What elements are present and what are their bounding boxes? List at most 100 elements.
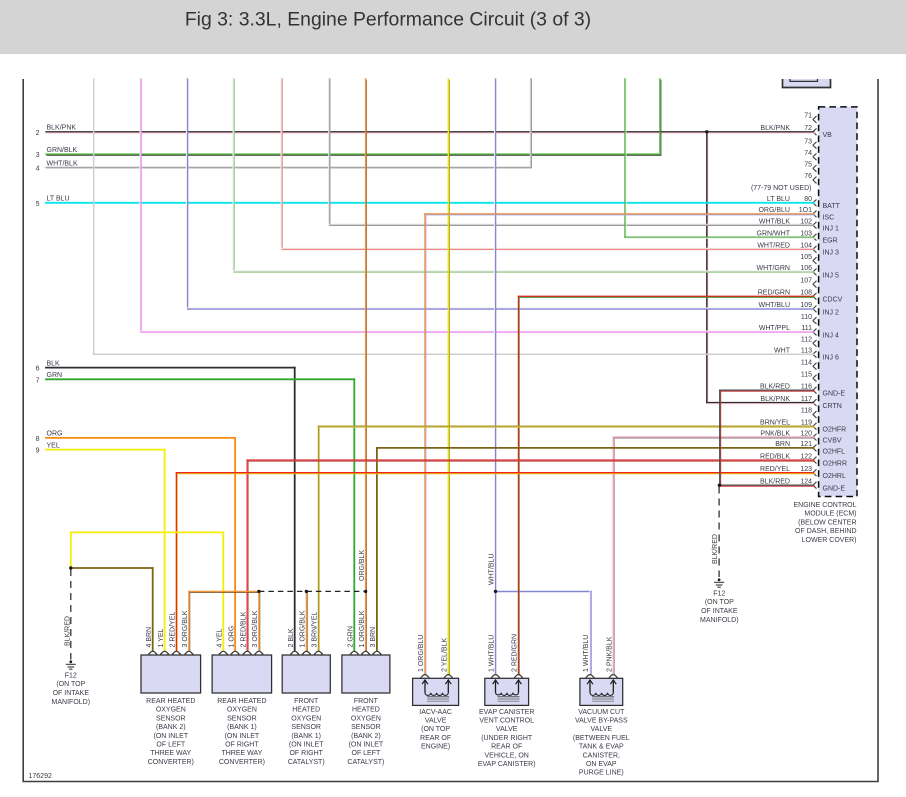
svg-text:VEHICLE, ON: VEHICLE, ON [485, 752, 529, 759]
svg-text:TANK & EVAP: TANK & EVAP [579, 744, 624, 751]
svg-text:121: 121 [800, 441, 812, 448]
svg-text:123: 123 [800, 466, 812, 473]
svg-text:115: 115 [801, 371, 812, 378]
svg-text:72: 72 [804, 125, 812, 132]
svg-text:BLK/RED: BLK/RED [64, 616, 71, 646]
svg-text:PURGE LINE): PURGE LINE) [579, 770, 624, 777]
svg-text:WHT/GRN: WHT/GRN [757, 265, 790, 272]
svg-text:SENSOR: SENSOR [351, 724, 381, 731]
svg-text:(BANK 1): (BANK 1) [291, 733, 321, 740]
svg-text:3 BRN: 3 BRN [370, 627, 377, 648]
svg-text:(ON INLET: (ON INLET [349, 742, 384, 749]
svg-text:WHT/BLU: WHT/BLU [489, 554, 496, 586]
svg-text:3 ORG/BLK: 3 ORG/BLK [182, 610, 189, 647]
svg-text:BLK: BLK [47, 360, 61, 367]
svg-text:ORG: ORG [47, 431, 63, 438]
svg-text:BRN/YEL: BRN/YEL [760, 419, 790, 426]
svg-text:BRN: BRN [775, 441, 790, 448]
svg-text:BLK/RED: BLK/RED [760, 383, 790, 390]
svg-text:CATALYST): CATALYST) [347, 759, 384, 766]
svg-text:OXYGEN: OXYGEN [291, 715, 321, 722]
svg-text:F12: F12 [65, 672, 77, 679]
svg-text:(BANK 2): (BANK 2) [351, 733, 381, 740]
svg-text:FRONT: FRONT [294, 698, 319, 705]
svg-text:3 ORG/BLK: 3 ORG/BLK [252, 610, 259, 647]
svg-text:INJ 5: INJ 5 [823, 272, 839, 279]
svg-text:122: 122 [800, 453, 812, 460]
svg-text:ENGINE): ENGINE) [421, 744, 450, 751]
svg-text:MANIFOLD): MANIFOLD) [700, 617, 739, 624]
svg-text:GRN: GRN [47, 372, 63, 379]
svg-text:O2HFR: O2HFR [823, 427, 847, 434]
svg-text:117: 117 [801, 396, 812, 403]
svg-text:CONVERTER): CONVERTER) [219, 759, 265, 766]
svg-text:O2HRR: O2HRR [823, 461, 848, 468]
svg-text:O2HFL: O2HFL [823, 448, 846, 455]
svg-text:112: 112 [801, 337, 812, 344]
svg-text:(ON TOP: (ON TOP [56, 681, 85, 688]
svg-text:(ON INLET: (ON INLET [289, 742, 324, 749]
svg-text:OF RIGHT: OF RIGHT [289, 750, 323, 757]
svg-text:CATALYST): CATALYST) [288, 759, 325, 766]
svg-text:WHT/BLK: WHT/BLK [759, 218, 790, 225]
svg-text:OF INTAKE: OF INTAKE [53, 690, 90, 697]
svg-text:BLK/PNK: BLK/PNK [760, 396, 790, 403]
svg-text:111: 111 [801, 325, 812, 332]
svg-text:1 WHT/BLU: 1 WHT/BLU [583, 635, 590, 672]
svg-text:76: 76 [804, 173, 812, 180]
svg-text:SENSOR: SENSOR [156, 715, 186, 722]
svg-text:RED/BLK: RED/BLK [760, 453, 790, 460]
svg-text:176292: 176292 [29, 773, 52, 780]
svg-text:(ON TOP: (ON TOP [421, 726, 450, 733]
svg-text:MODULE (ECM): MODULE (ECM) [804, 511, 856, 518]
svg-text:VACUUM CUT: VACUUM CUT [578, 709, 625, 716]
svg-text:WHT: WHT [774, 348, 791, 355]
svg-text:VALVE: VALVE [425, 718, 447, 725]
svg-text:(BANK 2): (BANK 2) [156, 724, 186, 731]
svg-text:VALVE BY-PASS: VALVE BY-PASS [575, 718, 628, 725]
svg-text:ORG/BLU: ORG/BLU [758, 207, 790, 214]
svg-text:3 BRN/YEL: 3 BRN/YEL [312, 612, 319, 648]
svg-text:2 RED/GRN: 2 RED/GRN [512, 634, 519, 672]
svg-text:GRN/BLK: GRN/BLK [47, 147, 78, 154]
svg-text:GND-E: GND-E [823, 486, 846, 493]
svg-text:CONVERTER): CONVERTER) [148, 759, 194, 766]
svg-text:GND-E: GND-E [823, 391, 846, 398]
svg-text:YEL: YEL [47, 442, 60, 449]
svg-text:120: 120 [800, 430, 812, 437]
svg-text:F12: F12 [713, 590, 725, 597]
svg-text:OF LEFT: OF LEFT [156, 742, 186, 749]
svg-text:ORG/BLK: ORG/BLK [359, 550, 366, 581]
svg-text:5: 5 [36, 201, 40, 208]
svg-text:75: 75 [804, 162, 812, 169]
svg-text:OXYGEN: OXYGEN [351, 715, 381, 722]
svg-text:REAR OF: REAR OF [420, 735, 451, 742]
svg-text:2 RED/YEL: 2 RED/YEL [170, 612, 177, 648]
svg-text:1 ORG/BLK: 1 ORG/BLK [359, 610, 366, 647]
svg-text:WHT/BLU: WHT/BLU [759, 302, 791, 309]
svg-text:SENSOR: SENSOR [227, 715, 257, 722]
svg-text:BLK/RED: BLK/RED [760, 478, 790, 485]
svg-text:3: 3 [36, 152, 40, 159]
svg-text:CDCV: CDCV [823, 297, 843, 304]
svg-text:1 ORG/BLU: 1 ORG/BLU [418, 635, 425, 672]
svg-text:2 PNK/BLK: 2 PNK/BLK [607, 636, 614, 672]
svg-text:O2HRL: O2HRL [823, 473, 846, 480]
svg-text:INJ 6: INJ 6 [823, 355, 839, 362]
svg-text:73: 73 [804, 138, 812, 145]
svg-text:(BANK 1): (BANK 1) [227, 724, 257, 731]
svg-text:OF LEFT: OF LEFT [352, 750, 382, 757]
svg-text:FRONT: FRONT [354, 698, 379, 705]
svg-text:(BELOW CENTER: (BELOW CENTER [798, 519, 856, 526]
svg-text:BLK/RED: BLK/RED [712, 534, 719, 564]
svg-text:REAR HEATED: REAR HEATED [217, 698, 266, 705]
svg-text:OF RIGHT: OF RIGHT [225, 742, 259, 749]
svg-text:WHT/PPL: WHT/PPL [759, 325, 790, 332]
svg-text:116: 116 [801, 383, 812, 390]
svg-text:4 YEL: 4 YEL [217, 628, 224, 647]
svg-text:OXYGEN: OXYGEN [227, 707, 257, 714]
svg-text:THREE WAY: THREE WAY [150, 750, 191, 757]
svg-text:CANISTER,: CANISTER, [583, 752, 620, 759]
svg-text:MANIFOLD): MANIFOLD) [52, 699, 91, 706]
svg-text:THREE WAY: THREE WAY [221, 750, 262, 757]
